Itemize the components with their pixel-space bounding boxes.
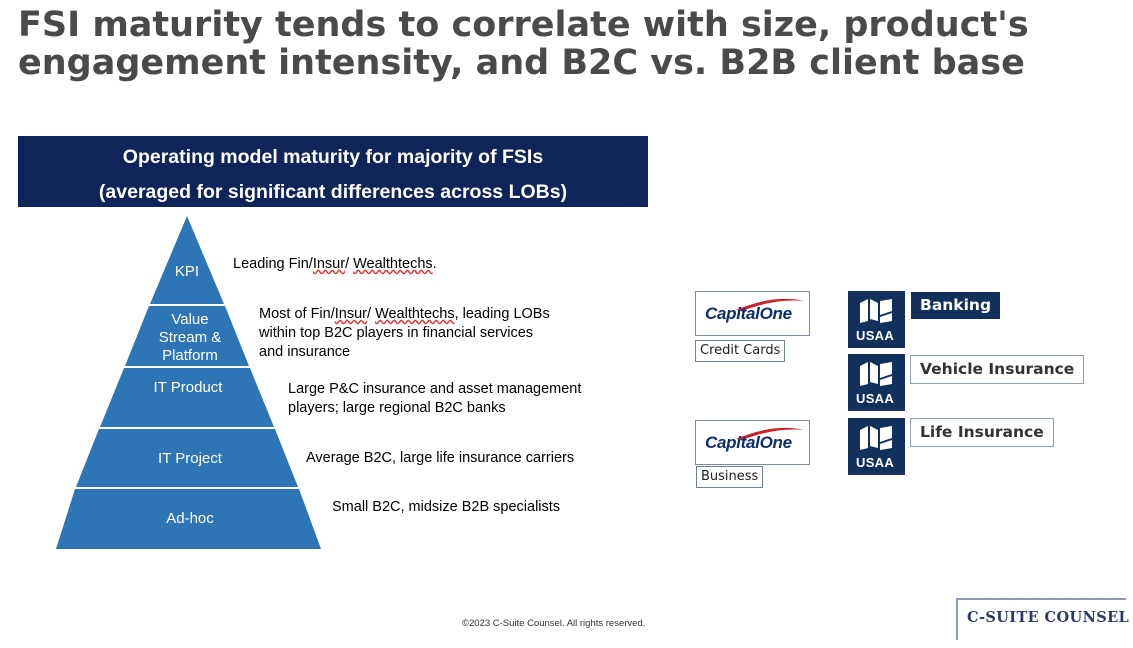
capital-one-logo: CapitalOne xyxy=(695,420,810,465)
level-label-line: Ad-hoc xyxy=(166,510,214,527)
desc-text: Wealthtechs xyxy=(353,256,433,272)
desc-text: Most of Fin/ xyxy=(259,306,335,322)
banner-line-1: Operating model maturity for majority of… xyxy=(122,146,544,168)
brand-name: C-SUITE COUNSEL xyxy=(967,609,1130,626)
level-label-it-product: IT Product xyxy=(120,379,256,397)
level-label-value-stream: Value Stream & Platform xyxy=(140,311,240,365)
description-it-product: Large P&C insurance and asset management… xyxy=(288,380,581,418)
pyramid-level-value-stream xyxy=(125,306,249,366)
usaa-eagle-icon xyxy=(860,426,892,450)
desc-text: and insurance xyxy=(259,344,351,360)
level-label-line: Value xyxy=(171,311,209,328)
desc-text: Insur xyxy=(334,306,367,322)
title-line-2: engagement intensity, and B2C vs. B2B cl… xyxy=(18,43,1025,83)
desc-text: / xyxy=(345,256,354,272)
capital-one-wordmark: CapitalOne xyxy=(705,433,792,452)
description-value-stream: Most of Fin/Insur/ Wealthtechs, leading … xyxy=(259,305,550,362)
brand-logo: C-SUITE COUNSEL xyxy=(956,598,1130,640)
banner-line-2: (averaged for significant differences ac… xyxy=(98,181,568,203)
level-label-line: KPI xyxy=(174,263,200,280)
label-life-insurance: Life Insurance xyxy=(910,418,1054,447)
usaa-wordmark: USAA xyxy=(856,328,895,343)
usaa-wordmark: USAA xyxy=(856,391,895,406)
pyramid-level-kpi xyxy=(150,216,224,304)
level-label-adhoc: Ad-hoc xyxy=(110,510,270,528)
desc-text: within top B2C players in financial serv… xyxy=(259,325,534,341)
description-it-project: Average B2C, large life insurance carrie… xyxy=(306,450,575,466)
level-label-line: IT Product xyxy=(153,379,223,396)
desc-text: Insur xyxy=(312,256,346,272)
maturity-pyramid xyxy=(56,216,321,549)
desc-text: Wealthtechs xyxy=(375,306,455,322)
usaa-logo: USAA xyxy=(848,291,905,348)
label-banking: Banking xyxy=(911,292,1001,319)
title-line-1: FSI maturity tends to correlate with siz… xyxy=(18,5,1029,45)
usaa-logo: USAA xyxy=(848,418,905,475)
level-label-line: Stream & xyxy=(158,329,222,346)
level-label-line: Platform xyxy=(162,347,218,364)
capital-one-swoosh-icon xyxy=(736,427,804,440)
usaa-eagle-icon xyxy=(860,299,892,323)
level-label-kpi: KPI xyxy=(150,263,224,281)
description-kpi: Leading Fin/Insur/ Wealthtechs. xyxy=(233,255,437,274)
maturity-banner: Operating model maturity for majority of… xyxy=(18,136,648,207)
usaa-logo: USAA xyxy=(848,354,905,411)
pyramid-level-it-product xyxy=(100,368,274,427)
level-label-line: IT Project xyxy=(158,450,222,467)
desc-text: / xyxy=(367,306,376,322)
pyramid-level-it-project xyxy=(76,429,298,487)
description-adhoc: Small B2C, midsize B2B specialists xyxy=(332,499,561,515)
tag-credit-cards: Credit Cards xyxy=(695,340,786,362)
usaa-wordmark: USAA xyxy=(856,455,895,470)
desc-text: , leading LOBs xyxy=(454,306,550,322)
level-label-it-project: IT Project xyxy=(110,450,270,468)
desc-text: . xyxy=(432,256,437,272)
copyright-footer: ©2023 C-Suite Counsel. All rights reserv… xyxy=(462,618,646,629)
tag-business: Business xyxy=(696,466,764,488)
page-title: FSI maturity tends to correlate with siz… xyxy=(18,6,1118,82)
desc-text: Large P&C insurance and asset management xyxy=(288,381,582,397)
capital-one-logo: CapitalOne xyxy=(695,291,810,336)
pyramid-level-adhoc xyxy=(56,489,321,549)
desc-text: players; large regional B2C banks xyxy=(288,400,506,416)
usaa-eagle-icon xyxy=(860,362,892,386)
capital-one-swoosh-icon xyxy=(736,298,804,311)
capital-one-wordmark: CapitalOne xyxy=(705,304,792,323)
desc-text: Leading Fin/ xyxy=(233,256,313,272)
label-vehicle-insurance: Vehicle Insurance xyxy=(910,355,1085,384)
